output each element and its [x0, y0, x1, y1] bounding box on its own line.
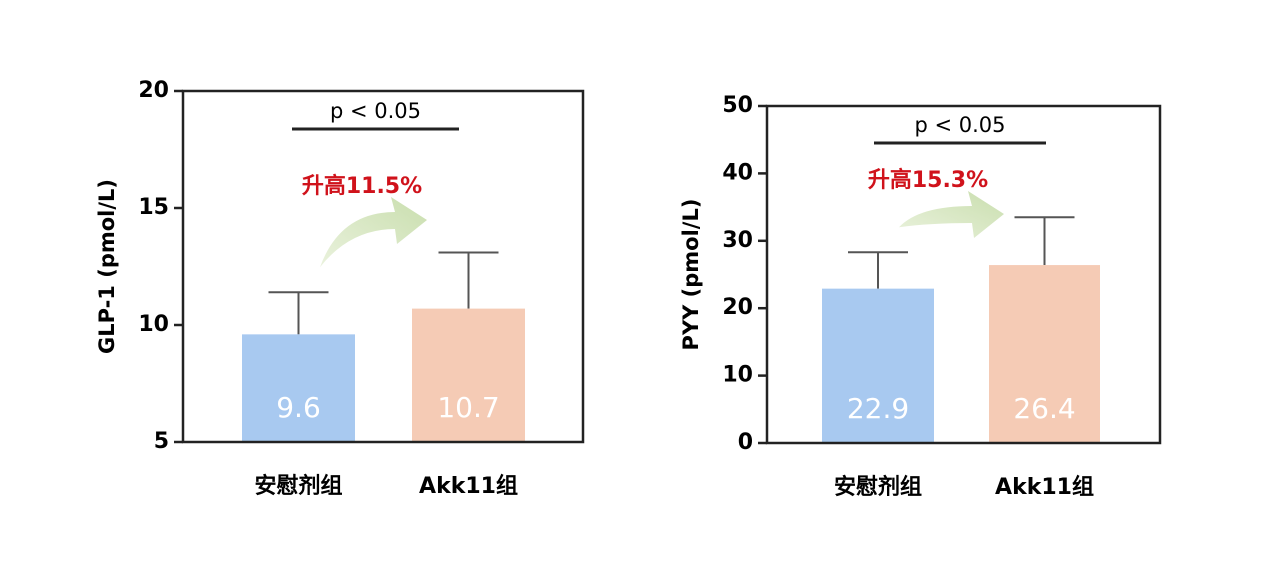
x-tick-label: Akk11组 — [419, 473, 518, 499]
y-tick-label: 10 — [722, 363, 753, 388]
y-tick-label: 50 — [722, 93, 753, 118]
change-label: 升高15.3% — [868, 167, 988, 193]
value-label: 26.4 — [1013, 392, 1075, 425]
y-tick-label: 40 — [722, 160, 753, 185]
y-tick-label: 30 — [722, 228, 753, 253]
y-axis-label: GLP-1 (pmol/L) — [95, 179, 119, 354]
plot-frame — [181, 89, 585, 444]
bar — [989, 265, 1100, 443]
trend-arrow — [320, 197, 427, 268]
trend-arrow — [899, 191, 1004, 238]
value-label: 10.7 — [437, 391, 499, 424]
bar — [822, 288, 934, 443]
significance-label: p < 0.05 — [914, 113, 1005, 137]
y-tick-label: 5 — [154, 429, 169, 454]
value-label: 9.6 — [276, 391, 321, 424]
y-tick-label: 15 — [138, 195, 169, 220]
x-tick-label: Akk11组 — [995, 474, 1094, 500]
bar — [412, 308, 525, 442]
y-tick-label: 10 — [138, 312, 169, 337]
y-tick-label: 20 — [722, 295, 753, 320]
y-tick-label: 0 — [738, 430, 753, 455]
x-tick-label: 安慰剂组 — [834, 474, 922, 500]
plot-frame — [765, 104, 1162, 445]
bar — [242, 334, 355, 442]
significance-label: p < 0.05 — [330, 99, 421, 123]
x-tick-label: 安慰剂组 — [254, 473, 342, 499]
value-label: 22.9 — [847, 392, 909, 425]
change-label: 升高11.5% — [302, 173, 422, 199]
y-axis-label: PYY (pmol/L) — [679, 199, 703, 351]
y-tick-label: 20 — [138, 78, 169, 103]
